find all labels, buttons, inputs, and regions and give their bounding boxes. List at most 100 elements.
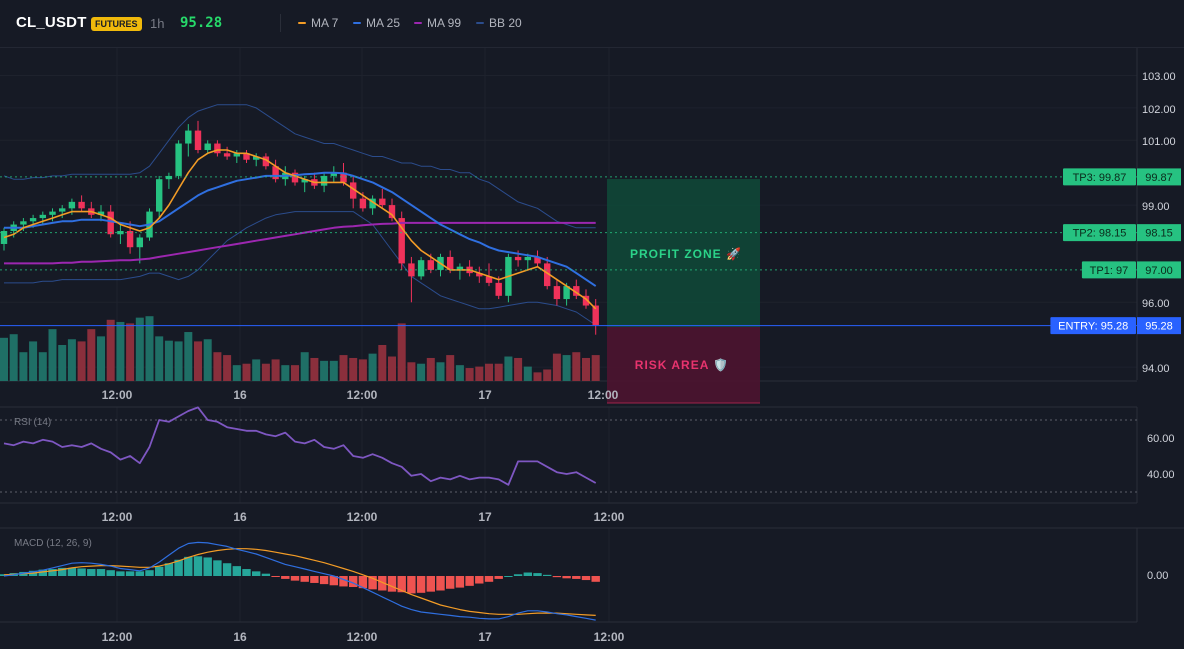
macd-hist-bar xyxy=(455,576,465,588)
candle-body xyxy=(330,172,337,176)
macd-hist-bar xyxy=(87,569,96,576)
macd-hist-bar xyxy=(349,576,358,588)
volume-bar xyxy=(271,359,280,381)
candle-body xyxy=(20,221,27,225)
volume-bar xyxy=(77,341,86,381)
rsi-time-axis: 12:00 16 12:00 17 12:00 xyxy=(102,510,625,524)
legend-ma7[interactable]: MA 7 xyxy=(298,16,338,30)
volume-bar xyxy=(242,363,251,381)
macd-tick: 0.00 xyxy=(1147,570,1168,582)
candle-body xyxy=(223,153,231,157)
bb-lower-line xyxy=(4,211,596,326)
volume-bar xyxy=(320,360,329,381)
macd-hist-bar xyxy=(155,566,164,576)
macd-hist-bar xyxy=(271,576,280,577)
volume-bar xyxy=(155,336,164,381)
volume-bar xyxy=(485,363,493,381)
symbol-name[interactable]: CL_USDT xyxy=(16,14,87,31)
volume-bar xyxy=(213,352,222,381)
tp3-axis-tag xyxy=(1137,168,1181,186)
macd-hist-bar xyxy=(378,576,387,591)
macd-hist-bar xyxy=(397,576,406,593)
volume-bar xyxy=(368,353,377,381)
macd-hist-bar xyxy=(310,576,319,583)
volume-bar xyxy=(436,362,445,381)
legend-ma25[interactable]: MA 25 xyxy=(353,16,400,30)
main-time-axis: 12:00 16 12:00 17 12:00 xyxy=(102,388,619,402)
macd-hist-bar xyxy=(581,576,591,581)
macd-hist-bar xyxy=(203,557,212,576)
candle-body xyxy=(136,237,143,248)
volume-bar xyxy=(184,332,193,381)
volume-bar xyxy=(339,355,348,381)
candle-body xyxy=(379,198,386,206)
macd-hist-bar xyxy=(96,569,106,576)
rsi-tick: 40.00 xyxy=(1147,469,1175,481)
volume-bar xyxy=(543,369,552,381)
macd-hist-bar xyxy=(319,576,329,585)
volume-bar xyxy=(533,372,542,381)
volume-bar xyxy=(523,366,532,381)
macd-hist-bar xyxy=(174,559,183,576)
price-tick: 103.00 xyxy=(1142,71,1176,83)
ma7-swatch xyxy=(298,22,306,24)
macd-hist-bar xyxy=(504,576,513,577)
candle-body xyxy=(573,286,580,296)
macd-hist-bar xyxy=(591,576,600,582)
time-label: 16 xyxy=(233,388,247,402)
time-label: 12:00 xyxy=(588,388,619,402)
volume-bar xyxy=(58,345,67,381)
tp2-tag-label: TP2: 98.15 xyxy=(1073,228,1127,240)
macd-hist-bar xyxy=(368,576,377,590)
ma25-swatch xyxy=(353,22,361,24)
volume-bar xyxy=(388,356,396,381)
profit-zone[interactable] xyxy=(607,179,760,327)
price-tick: 99.00 xyxy=(1142,201,1170,213)
time-label: 16 xyxy=(233,630,247,644)
volume-bar xyxy=(514,357,523,381)
volume-bar xyxy=(97,336,105,381)
candle-body xyxy=(369,198,376,209)
volume-bar xyxy=(591,355,600,381)
candle-body xyxy=(582,295,590,306)
timeframe-selector[interactable]: 1h xyxy=(150,16,165,31)
candle-body xyxy=(185,130,192,144)
volume-bar xyxy=(572,352,581,381)
volume-bar xyxy=(232,365,241,381)
candle-body xyxy=(39,214,46,219)
volume-bar xyxy=(417,363,426,381)
macd-hist-bar xyxy=(484,576,494,582)
bb-upper-line xyxy=(3,104,596,229)
candle-body xyxy=(524,256,531,261)
legend-label: BB 20 xyxy=(489,16,522,30)
volume-bar xyxy=(19,352,28,381)
bb-swatch xyxy=(476,22,484,24)
candle-body xyxy=(78,201,85,209)
candle-body xyxy=(553,286,561,300)
macd-signal-line xyxy=(3,548,596,616)
macd-hist-bar xyxy=(358,576,368,589)
macd-line xyxy=(3,541,596,621)
volume-bar xyxy=(135,317,144,381)
candle-body xyxy=(204,143,211,151)
tp2-tag xyxy=(1063,224,1136,242)
tp2-axis-value: 98.15 xyxy=(1145,228,1173,240)
volume-bar xyxy=(562,355,571,381)
macd-hist-bar xyxy=(387,576,397,592)
candle-body xyxy=(417,260,425,277)
legend-bb20[interactable]: BB 20 xyxy=(476,16,522,30)
candle-body xyxy=(350,182,357,199)
legend-ma99[interactable]: MA 99 xyxy=(414,16,461,30)
candle-body xyxy=(156,179,163,212)
volume-bar xyxy=(38,352,47,381)
time-label: 12:00 xyxy=(347,388,378,402)
macd-hist-bar xyxy=(135,571,144,576)
volume-bar xyxy=(174,341,183,381)
candle-body xyxy=(359,198,367,209)
price-tick: 102.00 xyxy=(1142,104,1176,116)
ma99-line xyxy=(4,221,596,265)
risk-zone[interactable] xyxy=(607,327,760,403)
trade-levels: TP3: 99.87 99.87 TP2: 98.15 98.15 TP1: 97 97.… xyxy=(0,168,1181,335)
ma7-line xyxy=(3,149,597,310)
